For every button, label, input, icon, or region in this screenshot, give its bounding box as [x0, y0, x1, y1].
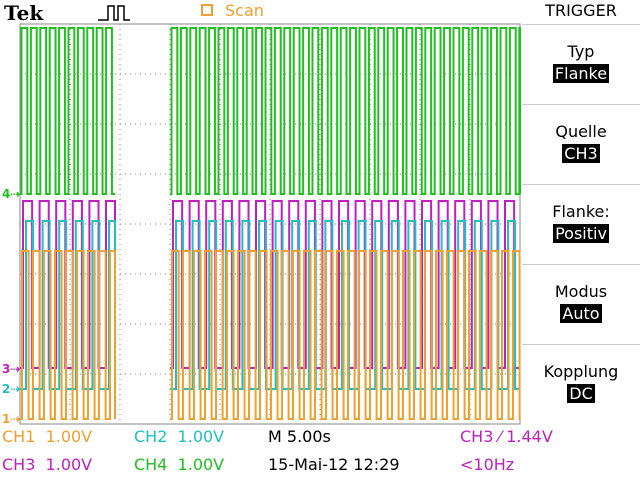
- trigger-menu: TRIGGER Typ Flanke Quelle CH3 Flanke: Po…: [522, 0, 640, 480]
- menu-option-source[interactable]: Quelle CH3: [522, 122, 640, 163]
- menu-divider: [522, 104, 640, 107]
- acquisition-mode-label: Scan: [225, 1, 264, 20]
- menu-title: TRIGGER: [545, 1, 617, 20]
- trigger-frequency-readout: <10Hz: [460, 455, 515, 474]
- ch3-ground-marker: 3⇢: [2, 362, 21, 376]
- menu-divider: [522, 24, 640, 27]
- timebase-readout: M 5.00s: [268, 427, 331, 446]
- ch1-trace: [170, 250, 521, 420]
- menu-option-coupling[interactable]: Kopplung DC: [522, 362, 640, 403]
- ch4-ground-marker: 4⇢: [2, 187, 21, 201]
- option-value: Auto: [560, 304, 602, 323]
- brand-logo: Tek: [4, 1, 44, 25]
- ch2-ground-marker: 2⇢: [2, 382, 21, 396]
- ch2-trace: [170, 220, 520, 390]
- menu-divider: [522, 184, 640, 187]
- ch1-scale: CH1 1.00V: [2, 427, 93, 446]
- ch4-trace: [170, 27, 521, 195]
- menu-option-type[interactable]: Typ Flanke: [522, 42, 640, 83]
- menu-divider: [522, 264, 640, 267]
- ch3-scale: CH3 1.00V: [2, 455, 93, 474]
- date-time-readout: 15-Mai-12 12:29: [268, 455, 400, 474]
- menu-option-slope[interactable]: Flanke: Positiv: [522, 202, 640, 243]
- top-bar: Tek Scan: [0, 0, 520, 25]
- option-value: DC: [567, 384, 595, 403]
- menu-option-mode[interactable]: Modus Auto: [522, 282, 640, 323]
- option-value: CH3: [562, 144, 600, 163]
- trigger-pulse-icon: [98, 5, 130, 21]
- ch2-trace: [20, 220, 116, 390]
- option-value: Positiv: [553, 224, 609, 243]
- trigger-level-readout: CH3 ⁄ 1.44V: [460, 427, 553, 446]
- ch3-trace: [20, 200, 116, 369]
- oscilloscope-display: [19, 23, 521, 425]
- option-label: Typ: [567, 42, 595, 61]
- acquisition-mode-icon: [201, 4, 213, 16]
- ch4-scale: CH4 1.00V: [134, 455, 225, 474]
- option-label: Quelle: [555, 122, 607, 141]
- ch3-trace: [170, 200, 520, 369]
- ch4-trace: [20, 27, 115, 195]
- ch1-trace: [20, 250, 116, 420]
- option-label: Modus: [554, 282, 608, 301]
- option-label: Kopplung: [543, 362, 619, 381]
- ch2-scale: CH2 1.00V: [134, 427, 225, 446]
- menu-divider: [522, 344, 640, 347]
- ch1-ground-marker: 1⇢: [2, 412, 21, 426]
- option-label: Flanke:: [552, 202, 610, 221]
- option-value: Flanke: [552, 64, 610, 83]
